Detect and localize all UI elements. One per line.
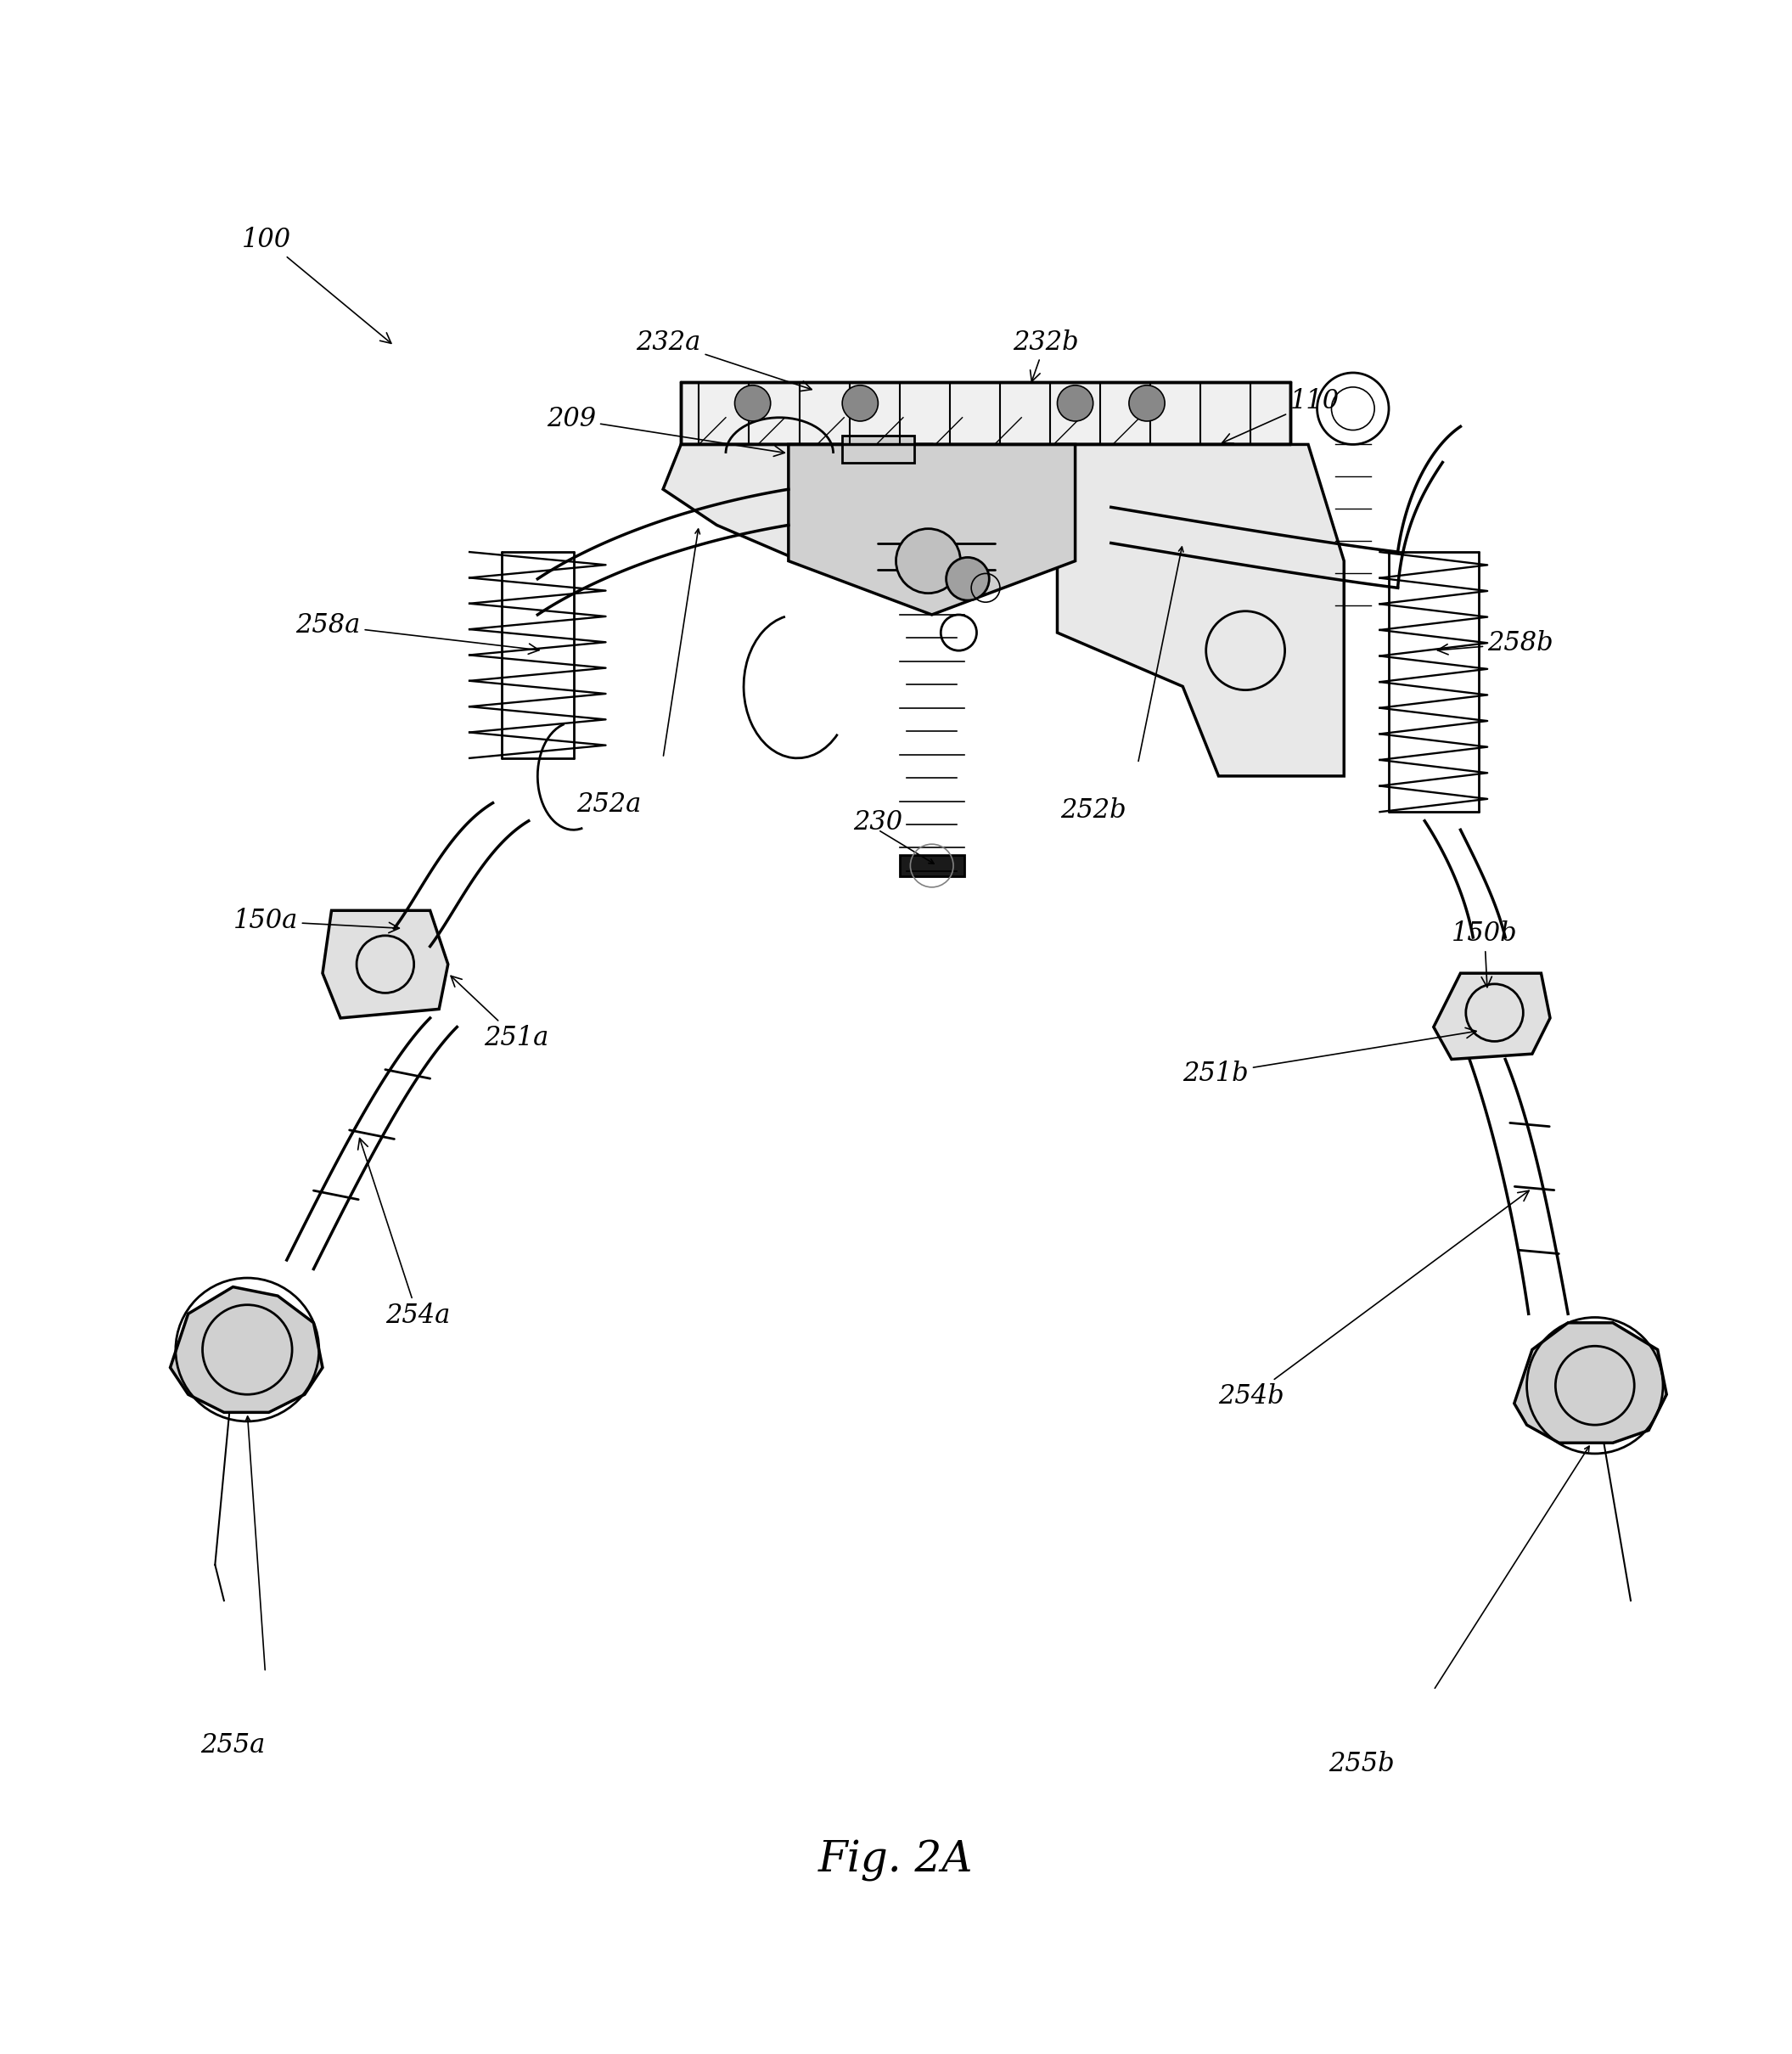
Polygon shape (1434, 974, 1550, 1060)
Polygon shape (323, 910, 448, 1019)
Text: 254a: 254a (358, 1138, 450, 1329)
Circle shape (946, 557, 989, 600)
Polygon shape (842, 435, 914, 462)
Text: 232b: 232b (1012, 329, 1079, 382)
Circle shape (896, 528, 961, 594)
Text: 254b: 254b (1219, 1191, 1529, 1409)
Polygon shape (170, 1288, 323, 1413)
Text: 258a: 258a (296, 612, 539, 653)
Text: 100: 100 (242, 226, 391, 343)
Circle shape (842, 386, 878, 421)
Circle shape (1057, 386, 1093, 421)
Text: 255b: 255b (1330, 1750, 1394, 1777)
Text: 232a: 232a (636, 329, 812, 390)
Polygon shape (900, 854, 964, 877)
Polygon shape (681, 382, 1290, 444)
Polygon shape (1514, 1323, 1667, 1442)
Text: 150b: 150b (1452, 920, 1518, 988)
Text: 251a: 251a (452, 976, 548, 1052)
Text: 251b: 251b (1183, 1027, 1477, 1087)
Text: 230: 230 (853, 809, 903, 836)
Polygon shape (788, 444, 1075, 614)
Text: 150a: 150a (233, 908, 400, 935)
Text: 252a: 252a (577, 791, 642, 817)
Text: 209: 209 (547, 407, 785, 456)
Text: 110: 110 (1222, 388, 1340, 444)
Text: 255a: 255a (201, 1734, 265, 1758)
Text: 258b: 258b (1437, 631, 1554, 657)
Text: 252b: 252b (1061, 797, 1125, 824)
Polygon shape (1057, 444, 1344, 776)
Circle shape (1129, 386, 1165, 421)
Circle shape (735, 386, 771, 421)
Text: Fig. 2A: Fig. 2A (819, 1840, 973, 1881)
Polygon shape (663, 444, 932, 579)
